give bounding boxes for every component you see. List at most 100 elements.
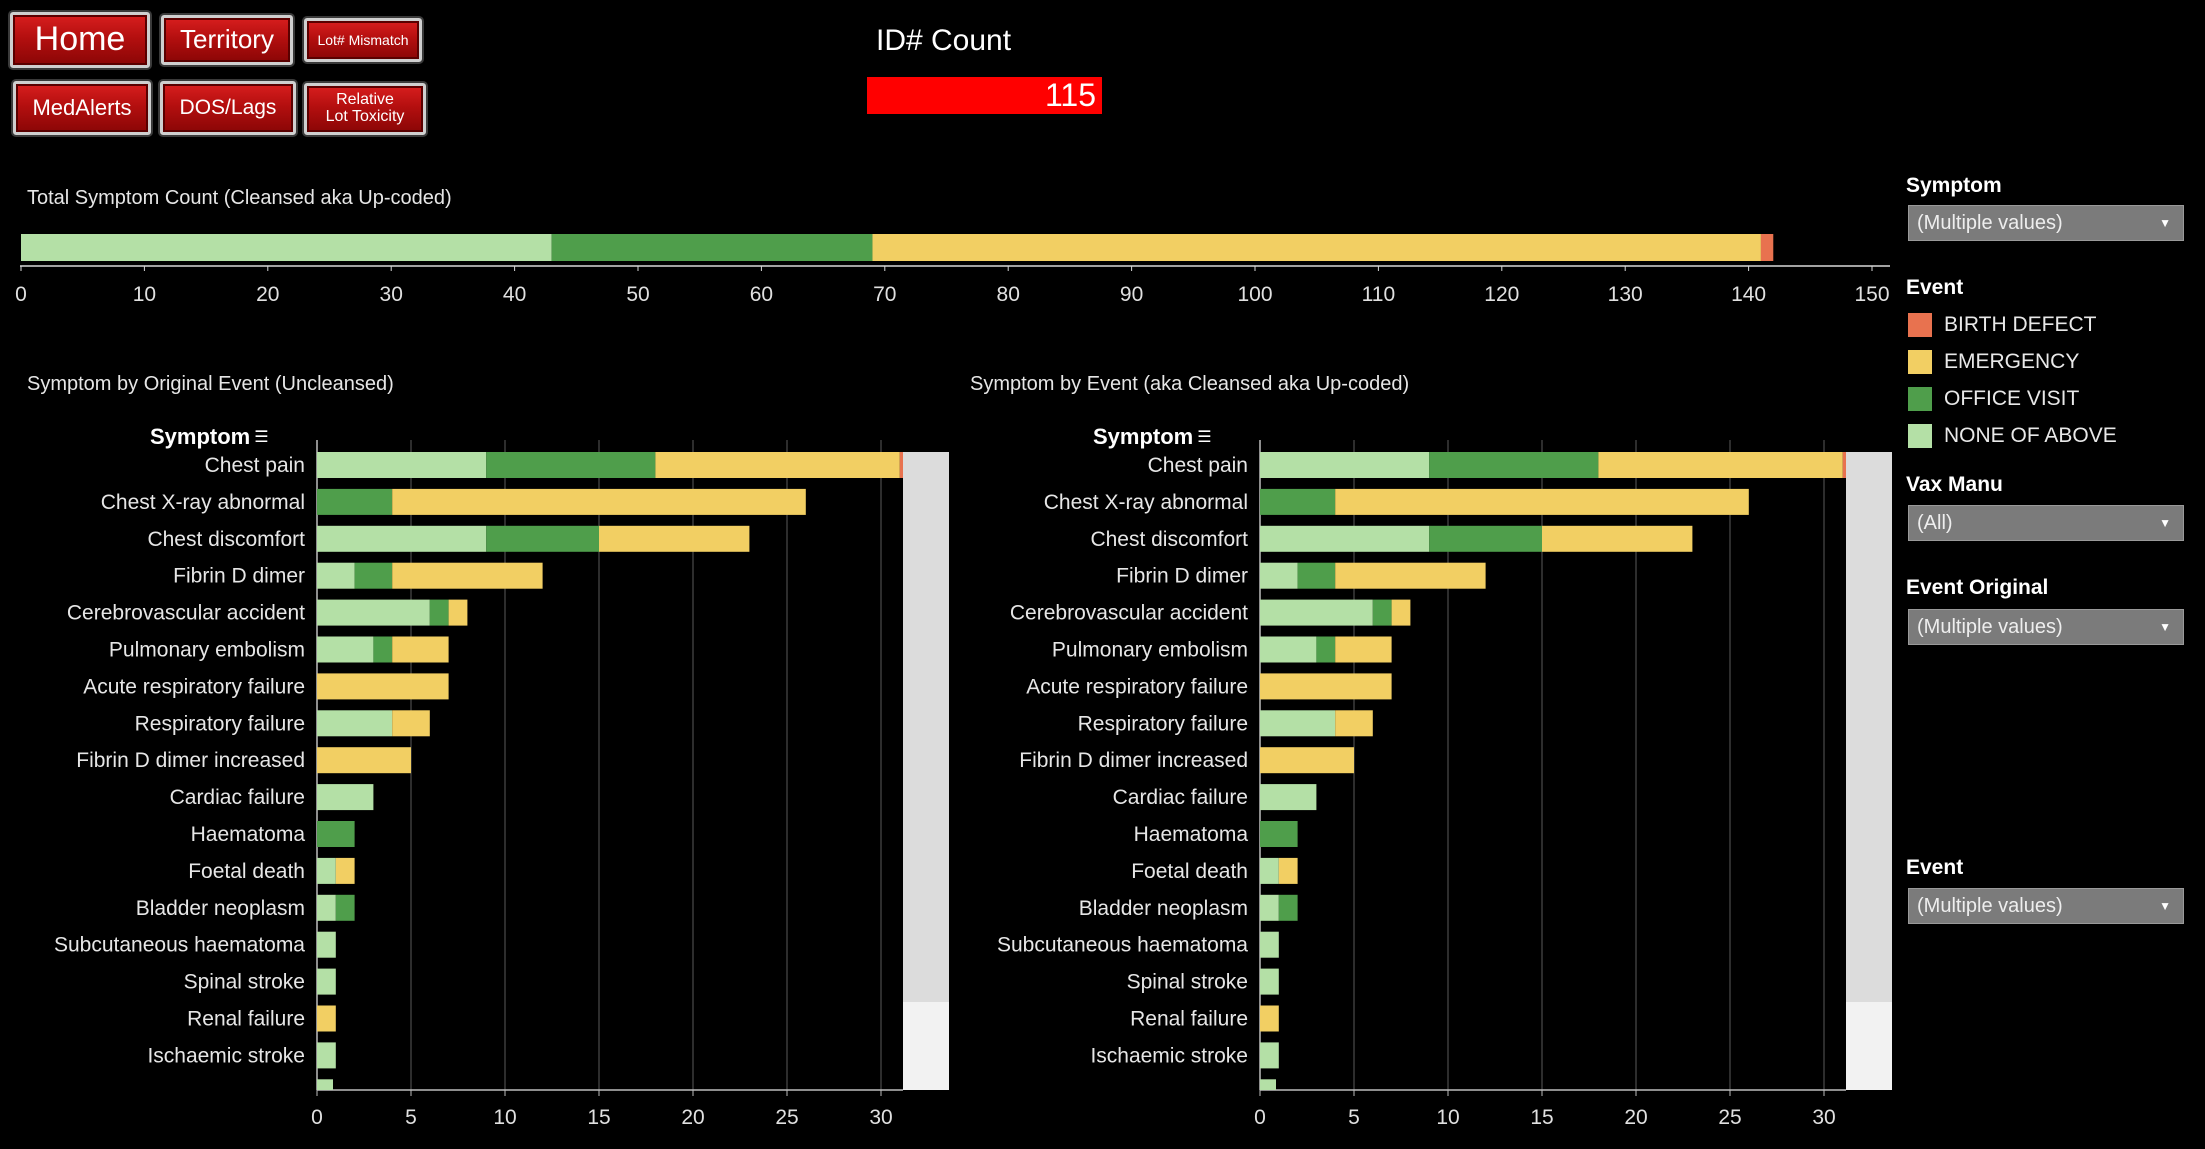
event-original-filter-value: (Multiple values): [1917, 615, 2063, 638]
total-bar-emergency[interactable]: [872, 234, 1761, 261]
right-bar-office-visit[interactable]: [1372, 599, 1392, 626]
total-bar-birth-defect[interactable]: [1760, 234, 1774, 261]
left-bar-office-visit[interactable]: [335, 894, 355, 921]
legend-swatch: [1908, 424, 1932, 448]
left-bar-emergency[interactable]: [317, 747, 411, 774]
right-bar-none-of-above[interactable]: [1260, 931, 1279, 958]
right-bar-none-of-above[interactable]: [1260, 894, 1279, 921]
right-bar-none-of-above[interactable]: [1260, 525, 1430, 552]
left-bar-office-visit[interactable]: [486, 452, 656, 478]
right-scrollbar-thumb[interactable]: [1846, 452, 1892, 1002]
left-bar-emergency[interactable]: [599, 525, 750, 552]
symptom-filter-value: (Multiple values): [1917, 211, 2063, 234]
legend-item-emergency[interactable]: EMERGENCY: [1908, 350, 2079, 374]
right-bar-emergency[interactable]: [1335, 562, 1486, 589]
right-symptom-chart: Chest pain Chest X-ray abnormal Chest disc…: [997, 440, 1892, 1129]
sort-icon[interactable]: ☰: [1197, 429, 1212, 446]
symptom-filter-dropdown[interactable]: (Multiple values) ▼: [1908, 205, 2184, 241]
left-bar-none-of-above[interactable]: [317, 857, 336, 884]
right-bar-office-visit[interactable]: [1297, 562, 1336, 589]
right-bar-none-of-above[interactable]: [1260, 710, 1336, 737]
left-bar-none-of-above[interactable]: [317, 452, 487, 478]
left-bar-office-visit[interactable]: [486, 525, 599, 552]
total-tick-label: 10: [133, 283, 156, 306]
territory-button[interactable]: Territory: [161, 15, 293, 65]
left-bar-none-of-above[interactable]: [317, 968, 336, 995]
sort-icon[interactable]: ☰: [254, 429, 269, 446]
right-axis-header: Symptom ☰: [1093, 424, 1212, 450]
right-bar-emergency[interactable]: [1542, 525, 1693, 552]
left-bar-emergency[interactable]: [448, 599, 468, 626]
right-bar-office-visit[interactable]: [1429, 452, 1599, 478]
left-bar-none-of-above[interactable]: [317, 562, 355, 589]
right-bar-none-of-above[interactable]: [1260, 636, 1317, 663]
left-symptom-label: Fibrin D dimer: [173, 565, 305, 588]
left-bar-office-visit[interactable]: [373, 636, 393, 663]
legend-item-office-visit[interactable]: OFFICE VISIT: [1908, 387, 2079, 411]
vax-manu-filter-value: (All): [1917, 511, 1953, 534]
right-bar-emergency[interactable]: [1598, 452, 1843, 478]
right-bar-emergency[interactable]: [1391, 599, 1411, 626]
left-tick-label: 20: [681, 1106, 704, 1129]
relative-lot-toxicity-button[interactable]: Relative Lot Toxicity: [304, 83, 426, 135]
right-bar-none-of-above[interactable]: [1260, 857, 1279, 884]
legend-swatch: [1908, 387, 1932, 411]
left-bar-emergency[interactable]: [655, 452, 900, 478]
right-bar-none-of-above[interactable]: [1260, 784, 1317, 811]
right-bar-none-of-above[interactable]: [1260, 968, 1279, 995]
left-bar-office-visit[interactable]: [317, 488, 393, 515]
right-bar-emergency[interactable]: [1335, 710, 1373, 737]
medalerts-button[interactable]: MedAlerts: [13, 81, 151, 135]
right-bar-office-visit[interactable]: [1260, 488, 1336, 515]
left-bar-none-of-above[interactable]: [317, 636, 374, 663]
left-bar-emergency[interactable]: [335, 857, 355, 884]
left-bar-emergency[interactable]: [317, 1005, 336, 1032]
event-original-filter-dropdown[interactable]: (Multiple values) ▼: [1908, 609, 2184, 645]
left-bar-none-of-above[interactable]: [317, 784, 374, 811]
dos-lags-button[interactable]: DOS/Lags: [160, 81, 296, 135]
left-bar-none-of-above[interactable]: [317, 710, 393, 737]
right-bar-emergency[interactable]: [1335, 636, 1392, 663]
left-bar-emergency[interactable]: [392, 636, 449, 663]
left-symptom-label: Fibrin D dimer increased: [76, 749, 305, 772]
right-bar-office-visit[interactable]: [1260, 821, 1298, 847]
left-axis-header-label: Symptom: [150, 424, 251, 449]
legend-item-none-of-above[interactable]: NONE OF ABOVE: [1908, 424, 2117, 448]
vax-manu-filter-dropdown[interactable]: (All) ▼: [1908, 505, 2184, 541]
total-bar-office-visit[interactable]: [551, 234, 873, 261]
left-bar-emergency[interactable]: [392, 710, 430, 737]
left-bar-office-visit[interactable]: [429, 599, 449, 626]
left-symptom-label: Cerebrovascular accident: [67, 602, 305, 625]
left-bar-none-of-above[interactable]: [317, 525, 487, 552]
right-bar-none-of-above[interactable]: [1260, 452, 1430, 478]
right-bar-emergency[interactable]: [1278, 857, 1298, 884]
left-bar-emergency[interactable]: [317, 673, 449, 700]
left-bar-none-of-above[interactable]: [317, 894, 336, 921]
right-bar-none-of-above[interactable]: [1260, 562, 1298, 589]
home-button[interactable]: Home: [10, 12, 150, 68]
left-bar-office-visit[interactable]: [317, 821, 355, 847]
right-symptom-label: Spinal stroke: [1127, 971, 1248, 994]
right-bar-emergency[interactable]: [1260, 747, 1354, 774]
left-bar-none-of-above[interactable]: [317, 931, 336, 958]
right-bar-none-of-above[interactable]: [1260, 599, 1373, 626]
lot-mismatch-button[interactable]: Lot# Mismatch: [304, 18, 422, 62]
total-tick-label: 120: [1484, 283, 1519, 306]
left-bar-none-of-above[interactable]: [317, 599, 430, 626]
left-bar-emergency[interactable]: [392, 488, 806, 515]
right-bar-none-of-above[interactable]: [1260, 1042, 1279, 1069]
event-filter-dropdown[interactable]: (Multiple values) ▼: [1908, 888, 2184, 924]
right-bar-office-visit[interactable]: [1316, 636, 1336, 663]
left-bar-none-of-above[interactable]: [317, 1042, 336, 1069]
right-bar-office-visit[interactable]: [1429, 525, 1542, 552]
right-bar-emergency[interactable]: [1260, 673, 1392, 700]
left-scrollbar-thumb[interactable]: [903, 452, 949, 1002]
total-bar-none-of-above[interactable]: [21, 234, 552, 261]
left-bar-office-visit[interactable]: [354, 562, 393, 589]
right-bar-office-visit[interactable]: [1278, 894, 1298, 921]
left-bar-emergency[interactable]: [392, 562, 543, 589]
right-bar-emergency[interactable]: [1335, 488, 1749, 515]
legend-label: BIRTH DEFECT: [1944, 313, 2097, 336]
legend-item-birth-defect[interactable]: BIRTH DEFECT: [1908, 313, 2096, 337]
right-bar-emergency[interactable]: [1260, 1005, 1279, 1032]
